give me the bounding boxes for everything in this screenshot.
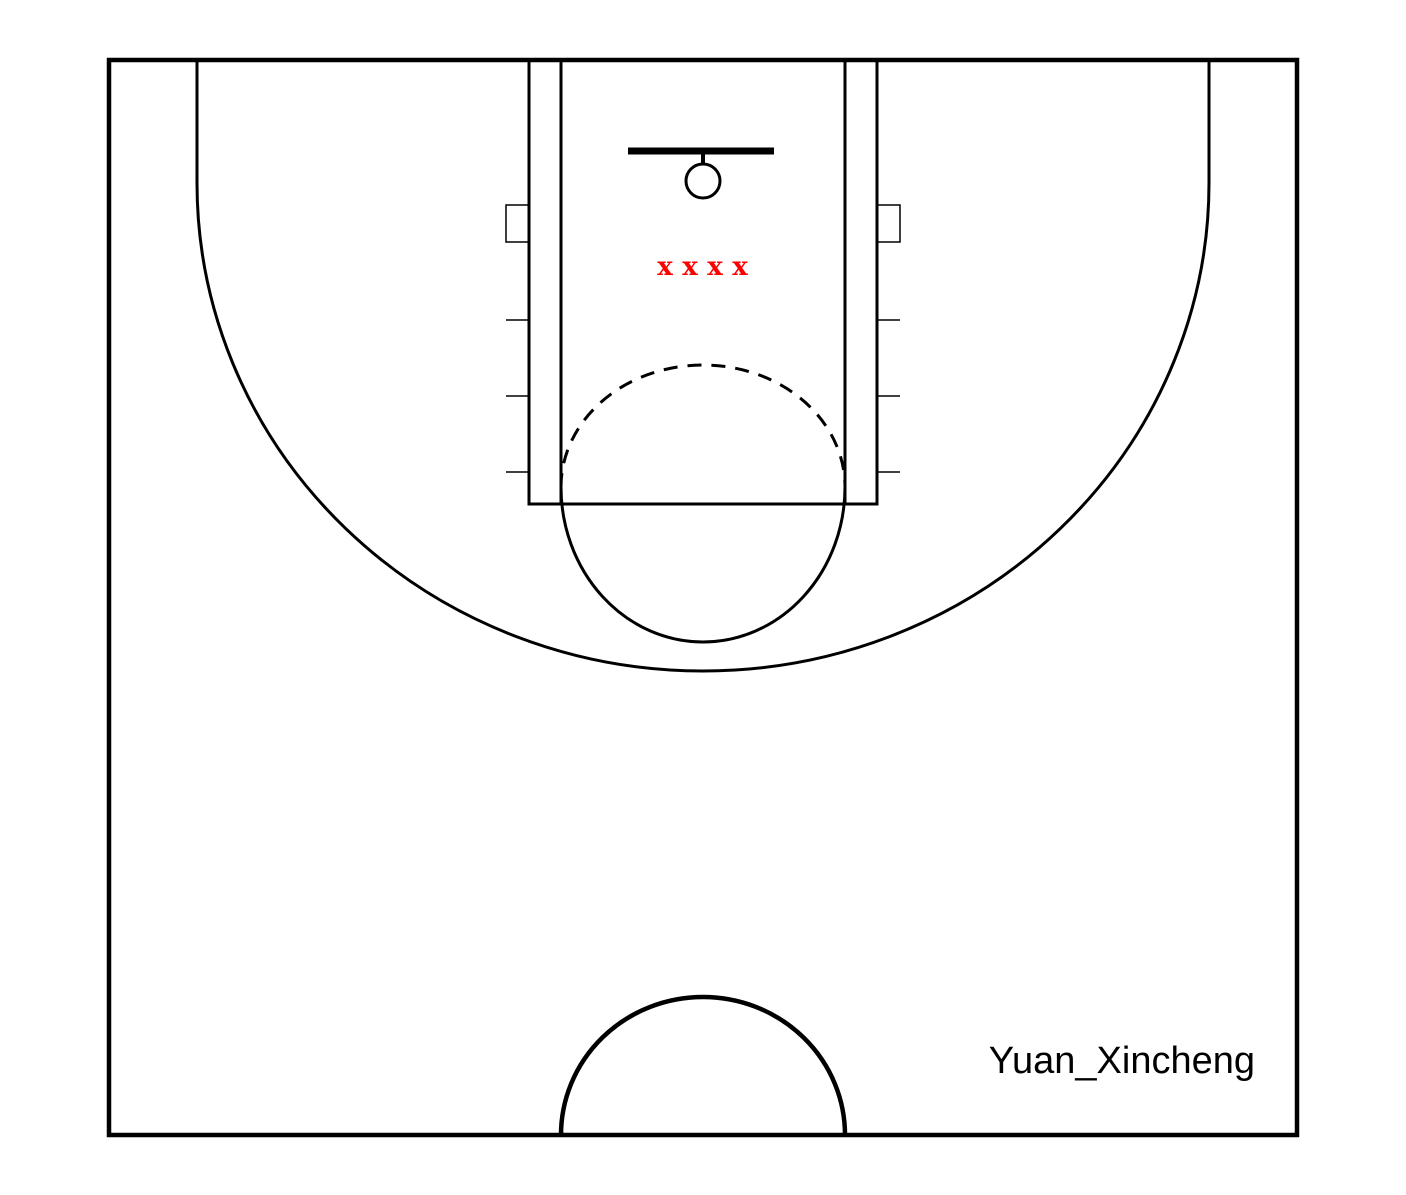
free-throw-circle-solid [561,487,845,642]
player-marker: x [682,252,698,282]
player-marker: x [657,252,673,282]
free-throw-circle-dashed [561,365,845,487]
author-label: Yuan_Xincheng [989,1040,1255,1082]
lane-outer [529,60,877,504]
hoop-rim [686,164,720,198]
player-marker: x [732,252,748,282]
player-marker: x [707,252,723,282]
center-circle-half [561,997,845,1135]
court-boundary [109,60,1297,1135]
lane-block-left [506,205,529,242]
lane-block-right [877,205,900,242]
